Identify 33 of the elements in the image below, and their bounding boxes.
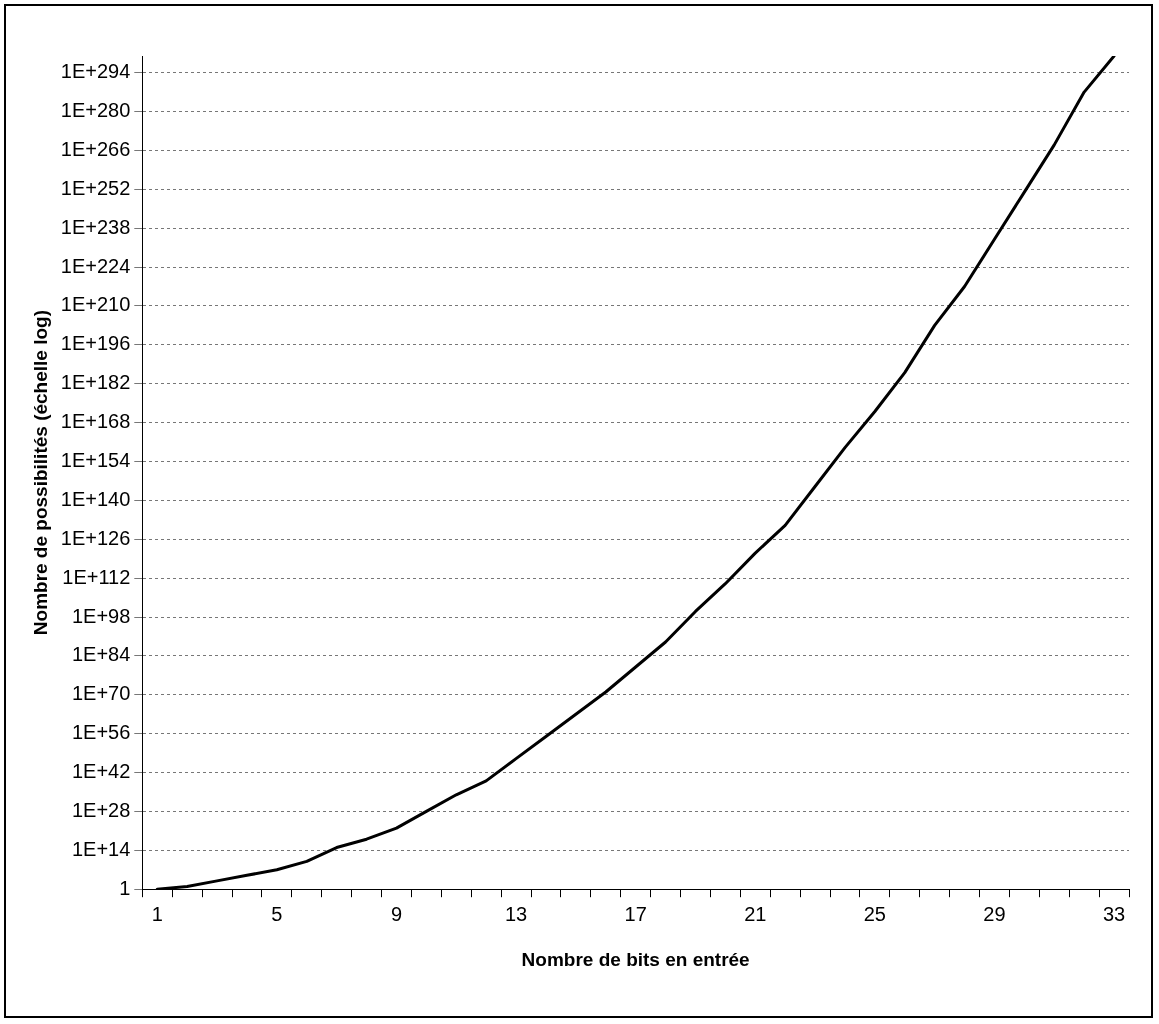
y-tick-label: 1E+210 [60,293,131,316]
y-tick-label: 1E+280 [60,99,131,122]
y-tick-label: 1E+98 [71,604,131,627]
y-tick-label: 1E+196 [60,332,131,355]
y-tick-label: 1E+42 [71,760,131,783]
y-tick-label: 1E+56 [71,721,131,744]
x-axis-title: Nombre de bits en entrée [521,948,750,970]
y-axis-title: Nombre de possibilités (échelle log) [29,310,51,636]
y-tick-label: 1E+252 [60,176,131,199]
y-tick-label: 1E+182 [60,371,131,394]
y-tick-label: 1E+28 [71,798,131,821]
y-tick-label: 1E+70 [71,682,131,705]
x-tick-label: 17 [624,902,647,925]
x-tick-label: 33 [1102,902,1126,925]
x-tick-label: 5 [271,902,283,925]
x-tick-label: 1 [151,902,163,925]
y-tick-label: 1E+238 [60,215,131,238]
y-tick-label: 1E+224 [60,254,131,277]
y-tick-label: 1E+266 [60,137,131,160]
y-tick-label: 1E+294 [60,60,131,83]
y-tick-label: 1E+154 [60,449,131,472]
x-tick-label: 25 [863,902,886,925]
x-tick-label: 21 [744,902,767,925]
x-tick-label: 9 [390,902,403,925]
y-tick-label: 1E+14 [71,837,131,860]
y-tick-label: 1E+112 [62,565,131,588]
x-tick-label: 29 [983,902,1006,925]
y-tick-label: 1E+168 [60,410,131,433]
y-tick-label: 1E+140 [60,487,131,510]
y-tick-label: 1 [119,876,131,899]
y-tick-label: 1E+126 [60,526,131,549]
x-tick-label: 13 [504,902,528,925]
y-tick-label: 1E+84 [71,643,131,666]
